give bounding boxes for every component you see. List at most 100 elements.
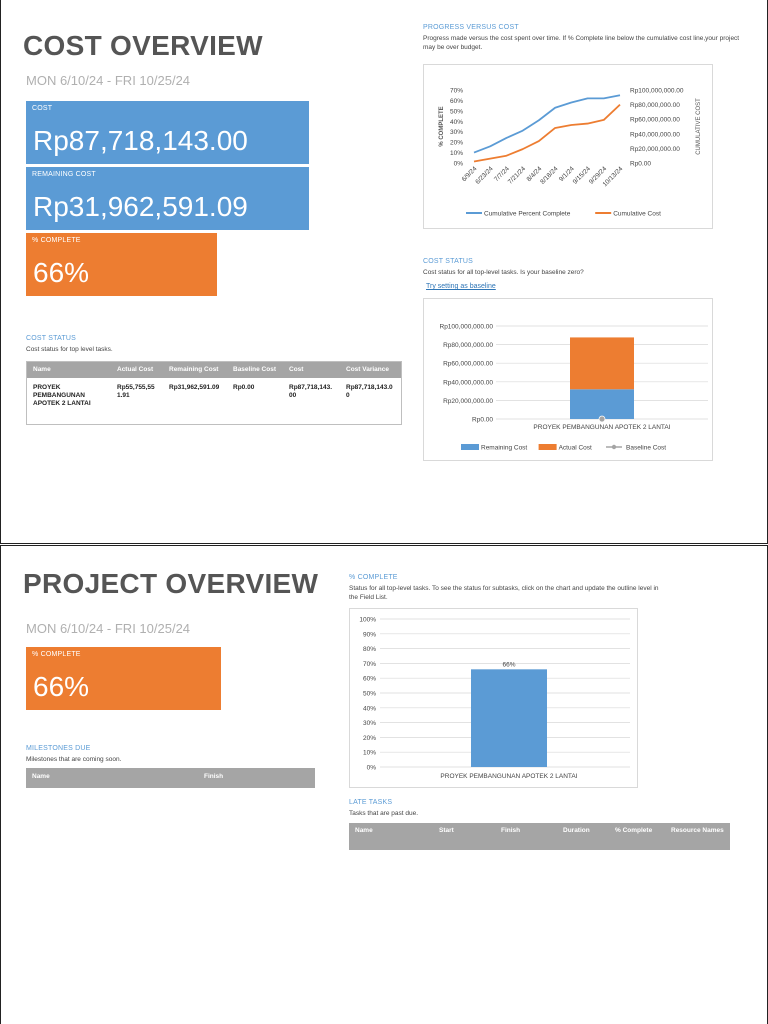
set-baseline-link[interactable]: Try setting as baseline bbox=[426, 283, 496, 290]
y-left-tick-label: 60% bbox=[450, 98, 463, 105]
table-header-row: Name Finish bbox=[26, 768, 315, 788]
percent-complete-tile-label: % COMPLETE bbox=[32, 237, 81, 244]
y-right-axis-label: CUMULATIVE COST bbox=[696, 98, 702, 155]
y-left-tick-label: 50% bbox=[450, 108, 463, 115]
cost-status-chart-title: COST STATUS bbox=[423, 258, 474, 265]
y-left-tick-label: 0% bbox=[454, 161, 464, 168]
y-left-tick-label: 40% bbox=[450, 119, 463, 126]
column-header: Name bbox=[27, 362, 111, 378]
column-header: Start bbox=[433, 823, 495, 850]
y-tick-label: Rp60,000,000.00 bbox=[443, 361, 493, 368]
y-left-tick-label: 10% bbox=[450, 150, 463, 157]
percent-complete-tile: % COMPLETE 66% bbox=[26, 647, 221, 710]
y-tick-label: Rp40,000,000.00 bbox=[443, 379, 493, 386]
table-cell: Rp87,718,143.00 bbox=[289, 384, 333, 399]
cost-tile-label: COST bbox=[32, 105, 53, 112]
y-left-tick-label: 20% bbox=[450, 140, 463, 147]
table-cell: Rp55,755,551.91 bbox=[117, 384, 155, 399]
y-left-tick-label: 30% bbox=[450, 129, 463, 136]
cost-status-chart[interactable]: Rp0.00 Rp20,000,000.00 Rp40,000,000.00 Rp60… bbox=[423, 298, 713, 461]
late-tasks-desc: Tasks that are past due. bbox=[349, 810, 419, 817]
bar-segment-remaining-cost bbox=[570, 389, 634, 419]
percent-complete-section-desc: Status for all top-level tasks. To see t… bbox=[349, 585, 659, 601]
legend-label: Cumulative Cost bbox=[613, 211, 661, 218]
table-cell: PROYEK PEMBANGUNAN APOTEK 2 LANTAI bbox=[33, 384, 91, 407]
column-header: Duration bbox=[557, 823, 609, 850]
legend-label: Cumulative Percent Complete bbox=[484, 211, 571, 218]
percent-complete-tile-value: 66% bbox=[33, 671, 90, 702]
series-line-cumulative-percent-complete bbox=[473, 94, 621, 154]
y-tick-label: 100% bbox=[359, 617, 376, 624]
y-tick-label: Rp100,000,000.00 bbox=[440, 324, 494, 331]
percent-complete-tile-label: % COMPLETE bbox=[32, 651, 81, 658]
y-tick-label: 70% bbox=[363, 661, 376, 668]
x-tick-label: 6/23/24 bbox=[474, 165, 495, 186]
milestones-table: Name Finish bbox=[26, 768, 315, 788]
column-header: Baseline Cost bbox=[227, 362, 283, 378]
project-overview-page: PROJECT OVERVIEW MON 6/10/24 - FRI 10/25… bbox=[0, 545, 768, 1024]
column-header: Cost bbox=[283, 362, 340, 378]
percent-complete-chart[interactable]: 0% 10% 20% 30% 40% 50% 60% 70% 80% 90% 100% 66% PROY… bbox=[349, 608, 638, 788]
percent-complete-section-title: % COMPLETE bbox=[349, 574, 398, 581]
bar-data-label: 66% bbox=[502, 661, 515, 668]
progress-vs-cost-svg: 0% 10% 20% 30% 40% 50% 60% 70% Rp0.00 Rp20,000,00… bbox=[439, 88, 702, 218]
legend-label: Actual Cost bbox=[559, 445, 592, 452]
legend-label: Baseline Cost bbox=[626, 445, 666, 452]
y-left-tick-label: 70% bbox=[450, 88, 463, 95]
y-tick-label: 10% bbox=[363, 750, 376, 757]
cost-status-table-desc: Cost status for top level tasks. bbox=[26, 346, 113, 353]
table-header-row: Name Start Finish Duration % Complete Re… bbox=[349, 823, 730, 850]
progress-vs-cost-title: PROGRESS VERSUS COST bbox=[423, 24, 519, 31]
y-tick-label: 20% bbox=[363, 735, 376, 742]
y-right-tick-label: Rp60,000,000.00 bbox=[630, 117, 680, 124]
remaining-cost-tile: REMAINING COST Rp31,962,591.09 bbox=[26, 167, 309, 230]
progress-vs-cost-chart[interactable]: 0% 10% 20% 30% 40% 50% 60% 70% Rp0.00 Rp20,000,00… bbox=[423, 64, 713, 229]
series-line-cumulative-cost bbox=[473, 103, 621, 163]
bar-percent-complete bbox=[471, 669, 547, 767]
legend-label: Remaining Cost bbox=[481, 445, 527, 452]
cost-status-table-title: COST STATUS bbox=[26, 335, 77, 342]
y-tick-label: 60% bbox=[363, 676, 376, 683]
y-right-tick-label: Rp80,000,000.00 bbox=[630, 102, 680, 109]
remaining-cost-tile-label: REMAINING COST bbox=[32, 171, 96, 178]
y-tick-label: Rp80,000,000.00 bbox=[443, 342, 493, 349]
legend-swatch bbox=[461, 444, 479, 450]
x-tick-label: 7/21/24 bbox=[507, 165, 528, 186]
date-range: MON 6/10/24 - FRI 10/25/24 bbox=[26, 73, 191, 88]
x-tick-label: PROYEK PEMBANGUNAN APOTEK 2 LANTAI bbox=[440, 773, 577, 780]
y-right-tick-label: Rp0.00 bbox=[630, 161, 651, 168]
bar-segment-actual-cost bbox=[570, 337, 634, 390]
column-header: Name bbox=[26, 768, 198, 788]
y-left-axis-label: % COMPLETE bbox=[439, 106, 445, 146]
late-tasks-table: Name Start Finish Duration % Complete Re… bbox=[349, 823, 730, 850]
table-cell: Rp87,718,143.00 bbox=[346, 384, 393, 399]
percent-complete-tile: % COMPLETE 66% bbox=[26, 233, 217, 296]
cost-tile: COST Rp87,718,143.00 bbox=[26, 101, 309, 164]
column-header: Resource Names bbox=[665, 823, 730, 850]
cost-tile-value: Rp87,718,143.00 bbox=[33, 125, 248, 156]
column-header: Actual Cost bbox=[111, 362, 163, 378]
column-header: Finish bbox=[198, 768, 315, 788]
x-tick-label: PROYEK PEMBANGUNAN APOTEK 2 LANTAI bbox=[533, 424, 670, 431]
column-header: Remaining Cost bbox=[163, 362, 227, 378]
y-right-tick-label: Rp20,000,000.00 bbox=[630, 146, 680, 153]
y-tick-label: 0% bbox=[367, 765, 377, 772]
baseline-cost-marker bbox=[598, 415, 606, 423]
y-tick-label: 80% bbox=[363, 646, 376, 653]
date-range: MON 6/10/24 - FRI 10/25/24 bbox=[26, 621, 191, 636]
table-header-row: Name Actual Cost Remaining Cost Baseline… bbox=[27, 362, 401, 378]
legend-marker bbox=[611, 444, 617, 450]
cost-status-table-grid: Name Actual Cost Remaining Cost Baseline… bbox=[27, 362, 401, 414]
late-tasks-title: LATE TASKS bbox=[349, 799, 393, 806]
column-header: Finish bbox=[495, 823, 557, 850]
remaining-cost-tile-value: Rp31,962,591.09 bbox=[33, 191, 248, 222]
cost-status-svg: Rp0.00 Rp20,000,000.00 Rp40,000,000.00 Rp60… bbox=[440, 324, 708, 452]
column-header: Cost Variance bbox=[340, 362, 401, 378]
y-tick-label: 50% bbox=[363, 691, 376, 698]
column-header: Name bbox=[349, 823, 433, 850]
y-tick-label: 30% bbox=[363, 720, 376, 727]
column-header: % Complete bbox=[609, 823, 665, 850]
milestones-title: MILESTONES DUE bbox=[26, 745, 91, 752]
y-right-tick-label: Rp100,000,000.00 bbox=[630, 88, 684, 95]
cost-status-chart-desc: Cost status for all top-level tasks. Is … bbox=[423, 269, 584, 276]
